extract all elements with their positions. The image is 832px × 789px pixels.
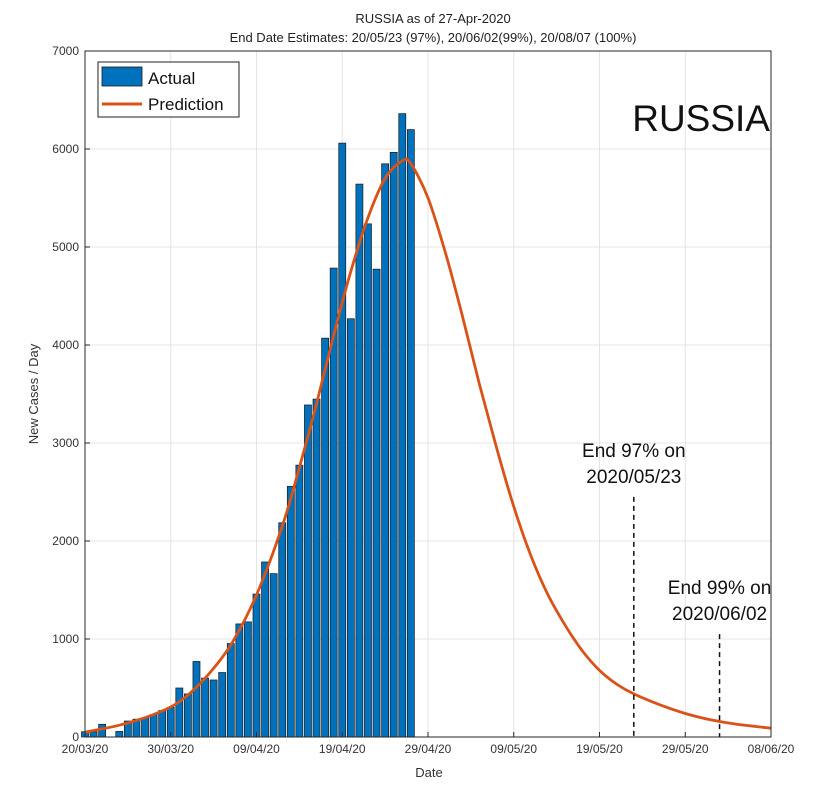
bar-actual [201, 677, 209, 738]
bar-actual [321, 337, 329, 738]
bar-actual [381, 163, 389, 738]
bar-actual [175, 687, 184, 738]
bar-actual [261, 561, 269, 738]
bar-actual [278, 522, 287, 738]
bar-actual [252, 593, 261, 738]
y-axis-label: New Cases / Day [26, 343, 41, 444]
bar-actual [158, 710, 167, 738]
bar-actual [235, 623, 244, 738]
legend-label-actual: Actual [148, 69, 195, 88]
bar-actual [244, 621, 252, 738]
x-tick-label: 08/06/20 [748, 742, 795, 756]
x-tick-label: 09/05/20 [490, 742, 537, 756]
bar-actual [304, 404, 312, 738]
bar-actual [184, 693, 192, 738]
x-tick-label: 19/05/20 [576, 742, 623, 756]
y-tick-label: 1000 [52, 632, 79, 646]
y-tick-label: 4000 [52, 338, 79, 352]
x-tick-label: 09/04/20 [233, 742, 280, 756]
legend-swatch-actual [101, 66, 143, 87]
y-tick-label: 5000 [52, 240, 79, 254]
bar-actual [192, 661, 201, 738]
bar-actual [364, 223, 372, 738]
bar-actual [389, 151, 398, 738]
bar-actual [269, 573, 278, 738]
chart-subtitle: End Date Estimates: 20/05/23 (97%), 20/0… [230, 30, 637, 45]
annotation-text: 2020/05/23 [586, 467, 681, 488]
legend: Actual Prediction [97, 61, 240, 118]
annotation-text: End 99% on [668, 578, 772, 599]
x-tick-label: 19/04/20 [319, 742, 366, 756]
bar-actual [338, 142, 347, 738]
bar-actual [149, 714, 158, 738]
x-tick-label: 30/03/20 [147, 742, 194, 756]
y-tick-label: 0 [72, 730, 79, 744]
bar-actual [398, 113, 407, 738]
y-tick-label: 2000 [52, 534, 79, 548]
bar-actual [209, 679, 218, 738]
bar-actual [89, 731, 98, 738]
bar-actual [372, 268, 381, 738]
country-label: RUSSIA [632, 98, 770, 139]
annotation-text: End 97% on [582, 441, 686, 462]
bar-actual [218, 672, 227, 738]
x-tick-label: 29/04/20 [405, 742, 452, 756]
bar-actual [406, 129, 415, 738]
x-axis-label: Date [415, 765, 442, 780]
x-tick-label: 29/05/20 [662, 742, 709, 756]
annotation-text: 2020/06/02 [672, 604, 767, 625]
legend-label-prediction: Prediction [148, 95, 224, 114]
prediction-line [84, 157, 772, 734]
bar-actual [312, 398, 321, 738]
y-tick-label: 6000 [52, 142, 79, 156]
bar-actual [226, 643, 235, 738]
plot-area: End 97% on 2020/05/23 End 99% on 2020/06/02… [52, 44, 794, 756]
bar-actual [141, 717, 149, 738]
y-tick-label: 7000 [52, 44, 79, 58]
bar-actual [115, 731, 124, 738]
bar-actual [355, 183, 364, 738]
chart-title: RUSSIA as of 27-Apr-2020 [355, 11, 510, 26]
bar-actual [286, 485, 295, 738]
x-tick-label: 20/03/20 [62, 742, 109, 756]
bar-actual [346, 318, 355, 738]
bar-actual [295, 464, 304, 738]
y-tick-label: 3000 [52, 436, 79, 450]
